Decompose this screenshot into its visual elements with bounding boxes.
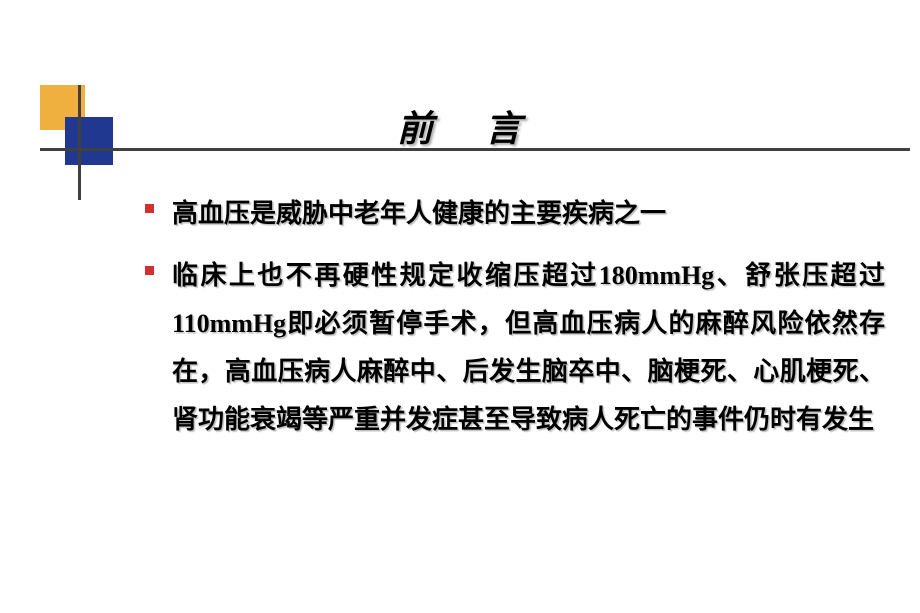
title-bar: 前言 (0, 100, 920, 152)
list-item: 临床上也不再硬性规定收缩压超过180mmHg、舒张压超过110mmHg即必须暂停… (145, 252, 885, 444)
bullet-text: 临床上也不再硬性规定收缩压超过180mmHg、舒张压超过110mmHg即必须暂停… (172, 252, 885, 444)
title-part1: 前 (397, 109, 435, 149)
content-area: 高血压是威胁中老年人健康的主要疾病之一 临床上也不再硬性规定收缩压超过180mm… (145, 190, 885, 458)
bullet-icon (145, 266, 154, 275)
slide-title: 前言 (397, 109, 523, 149)
bullet-icon (145, 204, 154, 213)
list-item: 高血压是威胁中老年人健康的主要疾病之一 (145, 190, 885, 238)
bullet-text: 高血压是威胁中老年人健康的主要疾病之一 (172, 190, 885, 238)
title-part2: 言 (485, 109, 523, 149)
